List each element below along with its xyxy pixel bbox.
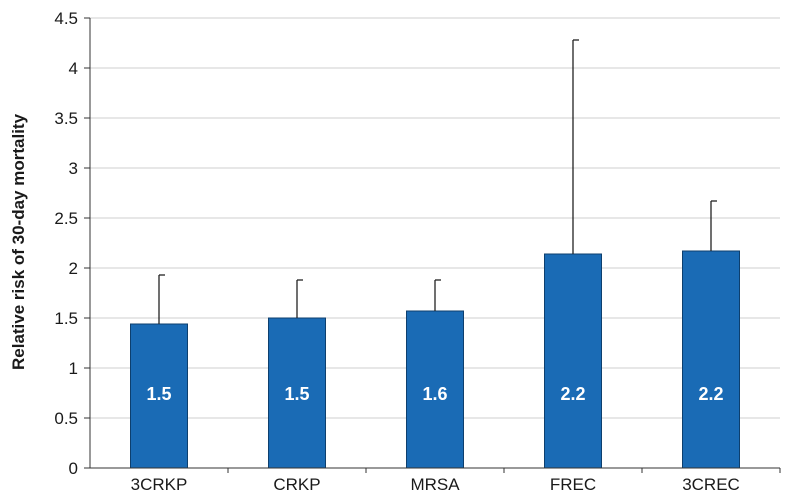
gridlines	[90, 17, 780, 419]
y-tick-label: 2.5	[54, 209, 78, 228]
x-category-label: 3CRKP	[131, 475, 188, 494]
bar-mrsa	[406, 310, 464, 469]
x-category-label: FREC	[550, 475, 596, 494]
y-tick-label: 2	[69, 259, 78, 278]
y-tick-label: 0.5	[54, 409, 78, 428]
bar-frec	[544, 253, 602, 469]
data-label: 1.5	[146, 384, 171, 404]
y-tick-label: 0	[69, 459, 78, 478]
y-tick-label: 4	[69, 59, 78, 78]
data-label: 2.2	[698, 384, 723, 404]
data-label: 2.2	[560, 384, 585, 404]
y-tick-label: 1	[69, 359, 78, 378]
bar-crkp	[268, 317, 326, 469]
data-label: 1.6	[422, 384, 447, 404]
x-category-label: CRKP	[273, 475, 320, 494]
y-tick-label: 1.5	[54, 309, 78, 328]
y-tick-label: 3.5	[54, 109, 78, 128]
y-axis-title: Relative risk of 30-day mortality	[9, 113, 28, 370]
x-category-label: 3CREC	[682, 475, 740, 494]
data-labels: 1.5 1.5 1.6 2.2 2.2	[146, 384, 723, 404]
y-axis-ticks: 0 0.5 1 1.5 2 2.5 3 3.5 4 4.5	[54, 9, 90, 478]
y-tick-label: 3	[69, 159, 78, 178]
x-axis-categories: 3CRKP CRKP MRSA FREC 3CREC	[131, 468, 781, 494]
x-category-label: MRSA	[410, 475, 460, 494]
y-tick-label: 4.5	[54, 9, 78, 28]
error-bars	[158, 39, 717, 324]
data-label: 1.5	[284, 384, 309, 404]
bar-3crec	[682, 250, 740, 469]
